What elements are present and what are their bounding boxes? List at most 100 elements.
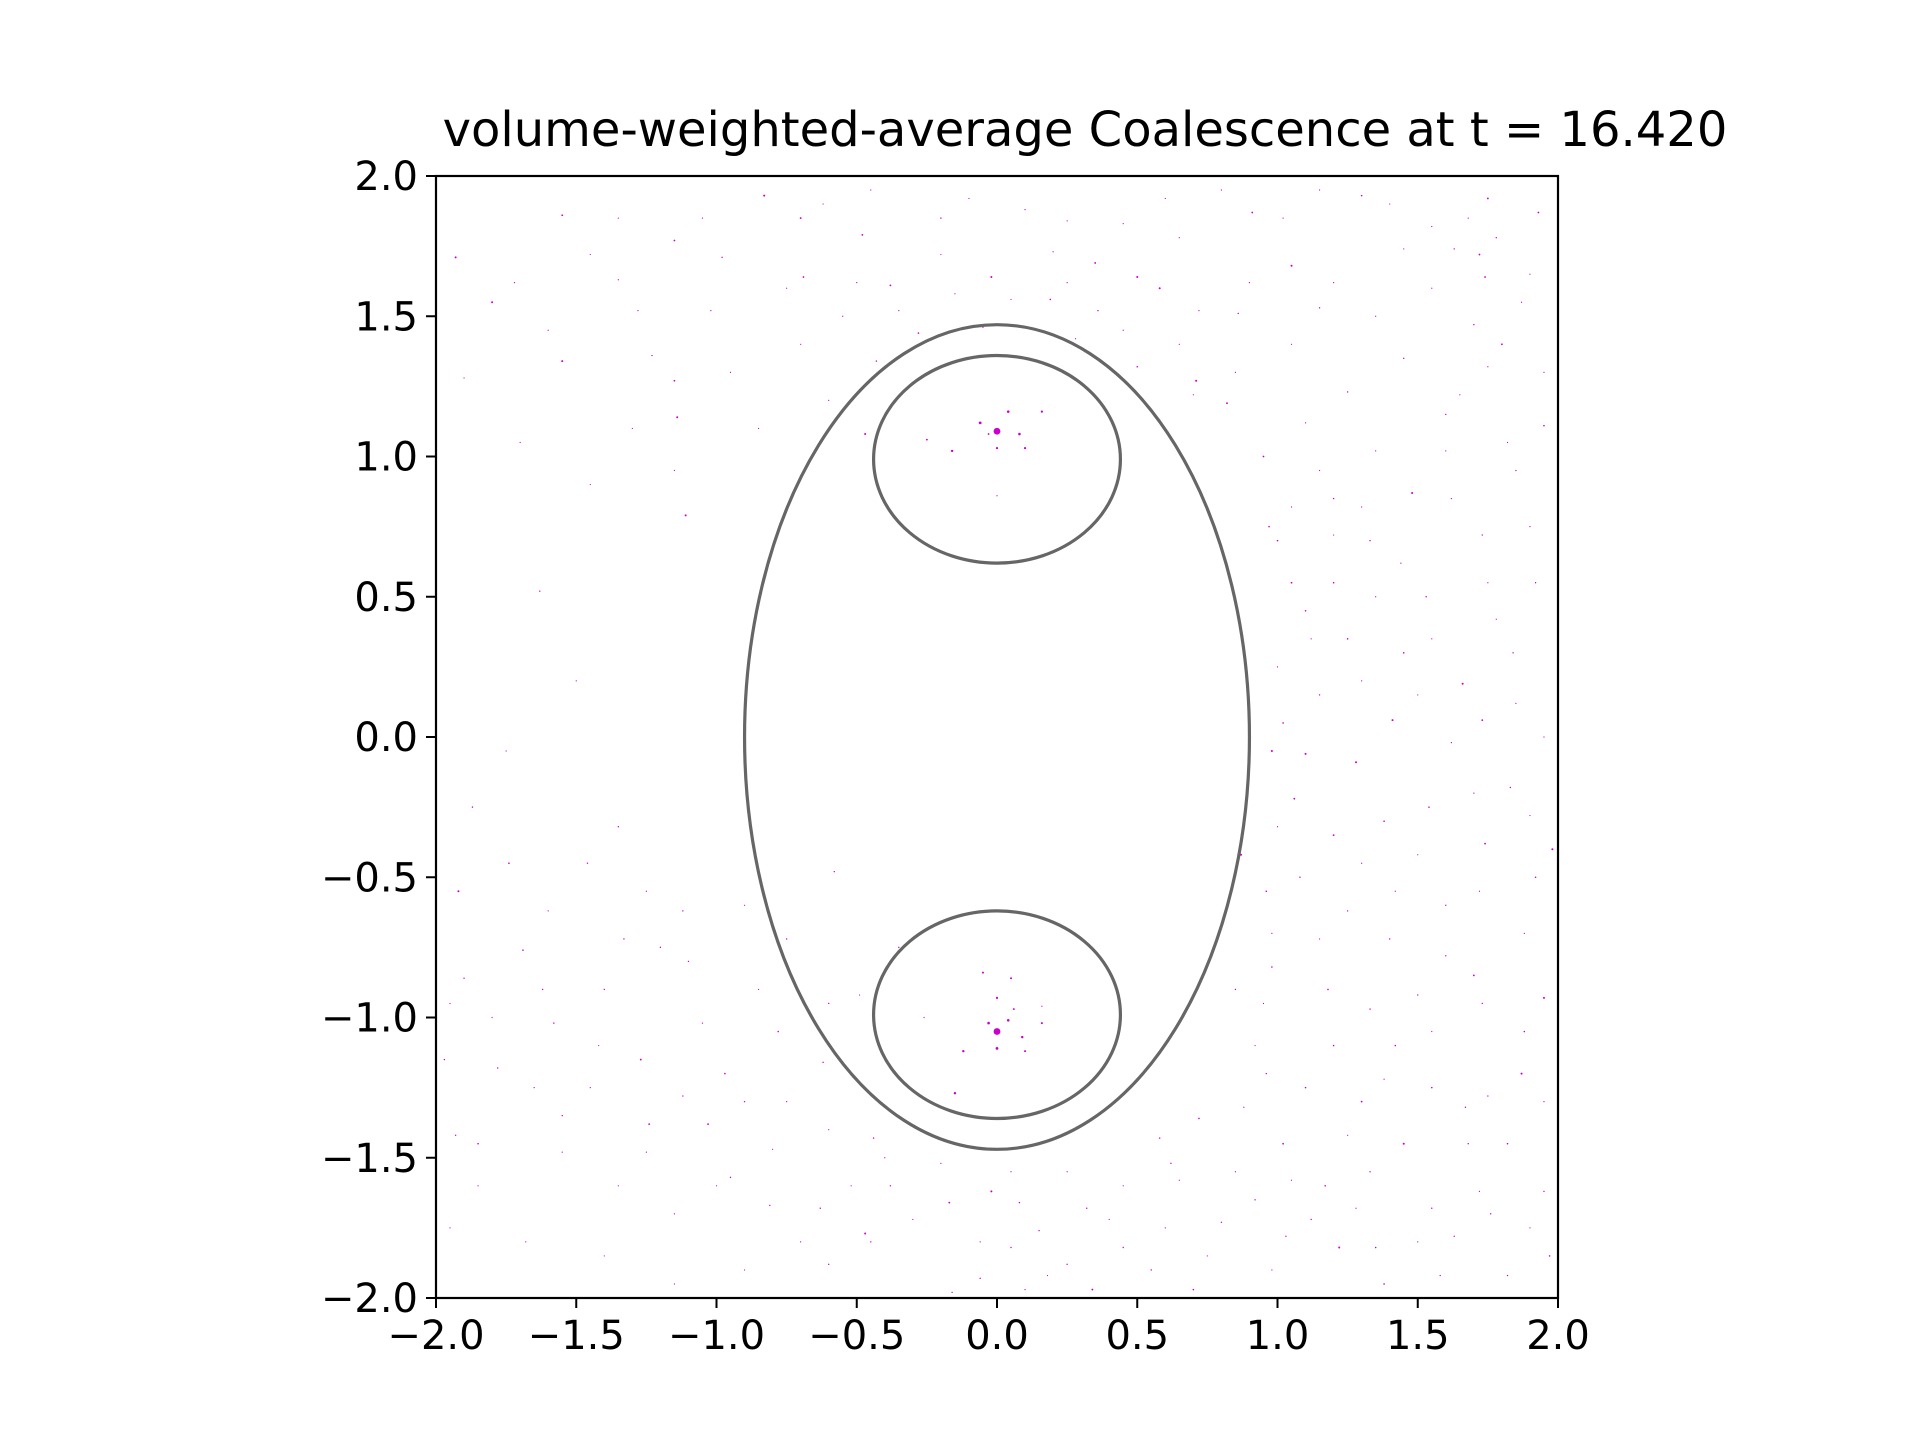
scatter-point	[1040, 1022, 1043, 1025]
scatter-point	[1086, 1207, 1088, 1209]
scatter-point	[623, 938, 625, 940]
scatter-point	[1338, 1246, 1341, 1249]
scatter-point	[1402, 652, 1405, 654]
scatter-point	[539, 590, 541, 592]
scatter-point	[819, 1207, 821, 1209]
scatter-point	[987, 433, 990, 435]
scatter-point	[637, 310, 639, 312]
scatter-point	[917, 332, 920, 334]
scatter-point	[547, 329, 549, 331]
x-tick-label: −0.5	[808, 1313, 905, 1359]
scatter-point	[617, 826, 620, 828]
plot-area	[436, 176, 1558, 1298]
scatter-point	[1431, 225, 1433, 228]
scatter-point	[1150, 1269, 1152, 1271]
scatter-point	[850, 1185, 852, 1187]
scatter-point	[1445, 955, 1447, 957]
scatter-point	[491, 301, 494, 304]
scatter-point	[724, 1072, 726, 1075]
scatter-point	[1018, 1201, 1021, 1204]
scatter-point	[491, 1016, 493, 1019]
scatter-point	[1537, 211, 1540, 214]
x-tick-label: 0.0	[965, 1313, 1029, 1359]
scatter-point	[707, 1123, 709, 1125]
scatter-point	[1375, 596, 1377, 598]
scatter-point	[889, 284, 892, 287]
scatter-point	[925, 438, 928, 441]
scatter-point	[1046, 1274, 1049, 1277]
scatter-point	[993, 1028, 1001, 1035]
scatter-point	[525, 1241, 527, 1243]
scatter-point	[471, 806, 474, 808]
scatter-point	[710, 310, 712, 312]
scatter-point	[923, 1016, 925, 1019]
scatter-point	[870, 189, 872, 191]
scatter-point	[1481, 1002, 1483, 1005]
scatter-point	[575, 680, 577, 682]
scatter-point	[950, 449, 954, 453]
scatter-point	[981, 971, 984, 974]
scatter-point	[631, 427, 633, 430]
scatter-point	[978, 421, 982, 425]
scatter-point	[990, 275, 993, 278]
scatter-point	[645, 890, 647, 892]
scatter-point	[1453, 248, 1455, 250]
scatter-point	[1484, 842, 1486, 845]
scatter-point	[1428, 806, 1430, 808]
scatter-point	[875, 360, 878, 362]
scatter-point	[1506, 1274, 1509, 1277]
scatter-point	[1122, 223, 1124, 225]
scatter-point	[1136, 365, 1139, 368]
scatter-point	[1369, 539, 1371, 542]
scatter-point	[1355, 761, 1358, 764]
scatter-point	[1523, 932, 1525, 934]
scatter-point	[982, 326, 984, 329]
scatter-point	[940, 1162, 942, 1164]
scatter-point	[1478, 253, 1481, 256]
scatter-point	[673, 239, 676, 242]
scatter-point	[1383, 1078, 1385, 1080]
scatter-point	[477, 1142, 479, 1145]
scatter-point	[1178, 237, 1180, 239]
scatter-point	[1389, 203, 1391, 205]
scatter-point	[1327, 988, 1329, 991]
scatter-point	[858, 994, 861, 996]
scatter-point	[1074, 338, 1077, 340]
scatter-point	[1346, 910, 1349, 912]
scatter-point	[1520, 1072, 1523, 1075]
scatter-point	[1276, 666, 1279, 668]
scatter-point	[1403, 248, 1405, 250]
scatter-point	[743, 1269, 746, 1271]
contour-layer	[742, 323, 1252, 1151]
scatter-point	[1271, 932, 1273, 934]
scatter-point	[1361, 862, 1363, 864]
scatter-point	[617, 217, 619, 219]
scatter-point	[561, 1151, 563, 1153]
scatter-point	[589, 483, 591, 486]
scatter-point	[463, 377, 465, 379]
scatter-point	[1164, 197, 1166, 200]
scatter-point	[996, 495, 998, 497]
scatter-point	[1548, 1255, 1551, 1257]
scatter-point	[1383, 1283, 1385, 1285]
scatter-point	[1282, 1142, 1285, 1145]
scatter-point	[1192, 1288, 1195, 1291]
scatter-point	[1417, 994, 1419, 996]
scatter-point	[1453, 1235, 1455, 1237]
scatter-point	[519, 441, 521, 444]
x-tick-label: 0.5	[1105, 1313, 1169, 1359]
scatter-point	[1473, 323, 1475, 326]
y-tick-label: 0.0	[354, 715, 418, 761]
scatter-point	[553, 1022, 555, 1024]
scatter-point	[1290, 581, 1293, 584]
scatter-point	[457, 890, 460, 893]
scatter-point	[603, 988, 605, 991]
scatter-point	[772, 1148, 774, 1150]
scatter-point	[1290, 506, 1293, 508]
contour-1	[871, 353, 1123, 565]
scatter-point	[995, 446, 999, 450]
scatter-point	[1495, 618, 1497, 620]
scatter-point	[1543, 371, 1545, 373]
scatter-point	[1251, 211, 1254, 214]
